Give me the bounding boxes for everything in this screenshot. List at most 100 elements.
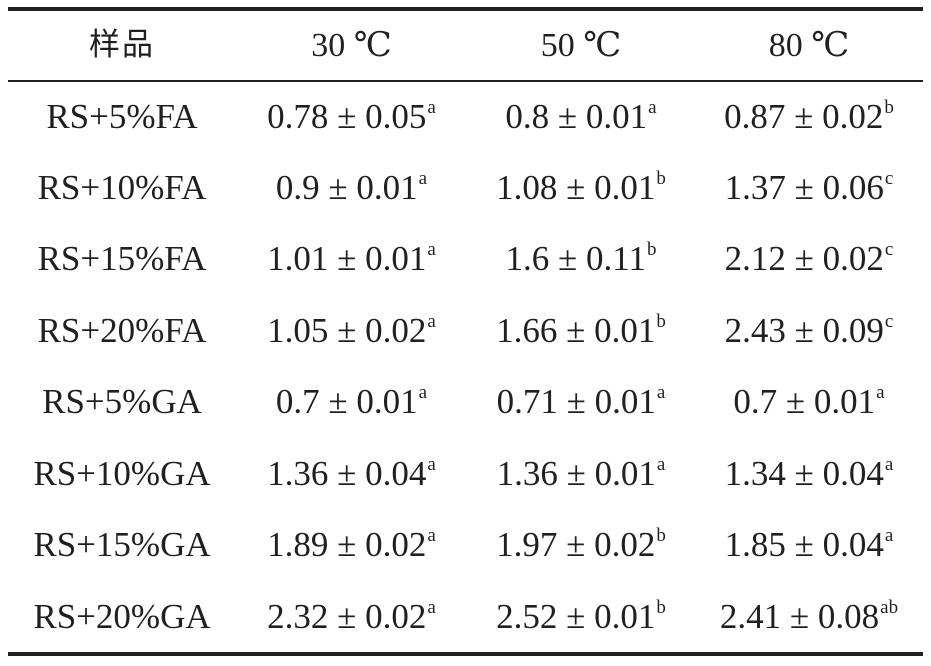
mean-sd-value: 1.08 ± 0.01 [496, 167, 656, 207]
mean-sd-value: 2.52 ± 0.01 [496, 596, 656, 636]
mean-sd-value: 1.36 ± 0.01 [496, 453, 656, 493]
sample-name-cell: RS+5%FA [46, 97, 198, 137]
value-cell-80c: 0.87 ± 0.02b [695, 80, 923, 152]
sample-name-cell: RS+20%GA [33, 596, 211, 636]
mean-sd-value: 1.66 ± 0.01 [496, 310, 656, 350]
significance-letter: c [884, 167, 894, 189]
mean-sd-value: 1.36 ± 0.04 [267, 453, 427, 493]
significance-letter: a [427, 453, 436, 475]
table-row: RS+20%GA 2.32 ± 0.02a 2.52 ± 0.01b 2.41 ± 0… [8, 581, 923, 653]
sample-name-cell: RS+10%GA [33, 453, 211, 493]
significance-letter: ab [880, 596, 899, 618]
significance-letter: a [648, 97, 657, 119]
significance-letter: a [656, 382, 666, 404]
value-cell-30c: 1.36 ± 0.04a [236, 438, 467, 510]
value-cell-50c: 1.97 ± 0.02b [467, 509, 695, 581]
mean-sd-value: 0.9 ± 0.01 [275, 167, 418, 207]
value-cell-30c: 0.7 ± 0.01a [236, 366, 467, 438]
value-cell-80c: 2.41 ± 0.08ab [695, 581, 923, 653]
table-bottom-rule [8, 652, 923, 656]
sample-name-cell: RS+15%GA [33, 525, 211, 565]
significance-letter: c [884, 239, 894, 261]
significance-letter: a [427, 97, 436, 119]
mean-sd-value: 0.7 ± 0.01 [733, 382, 876, 422]
mean-sd-value: 1.6 ± 0.11 [505, 239, 646, 279]
table-row: RS+10%FA 0.9 ± 0.01a 1.08 ± 0.01b 1.37 ± 0.… [8, 152, 923, 224]
data-table: 样品 30 ℃ 50 ℃ 80 ℃ RS+5%FA 0.78 ± 0.05a 0.8… [8, 11, 923, 652]
table-row: RS+5%FA 0.78 ± 0.05a 0.8 ± 0.01a 0.87 ± 0.0… [8, 80, 923, 152]
significance-letter: a [418, 167, 428, 189]
table-header-rule [8, 80, 923, 82]
mean-sd-value: 1.37 ± 0.06 [724, 167, 884, 207]
mean-sd-value: 1.85 ± 0.04 [724, 525, 884, 565]
value-cell-30c: 0.78 ± 0.05a [236, 80, 467, 152]
significance-letter: a [876, 382, 885, 404]
significance-letter: a [427, 310, 436, 332]
value-cell-80c: 2.43 ± 0.09c [695, 295, 923, 367]
significance-letter: b [656, 525, 666, 547]
sample-name-cell: RS+15%FA [37, 239, 207, 279]
significance-letter: a [427, 525, 436, 547]
table-row: RS+15%FA 1.01 ± 0.01a 1.6 ± 0.11b 2.12 ± 0.… [8, 223, 923, 295]
mean-sd-value: 1.97 ± 0.02 [496, 525, 656, 565]
value-cell-80c: 2.12 ± 0.02c [695, 223, 923, 295]
significance-letter: a [884, 525, 894, 547]
sample-name-cell: RS+10%FA [37, 167, 207, 207]
mean-sd-value: 0.78 ± 0.05 [267, 97, 427, 137]
value-cell-50c: 0.8 ± 0.01a [467, 80, 695, 152]
sample-name-cell: RS+20%FA [37, 310, 207, 350]
significance-letter: a [427, 596, 436, 618]
table-body: RS+5%FA 0.78 ± 0.05a 0.8 ± 0.01a 0.87 ± 0.0… [8, 80, 923, 652]
value-cell-30c: 0.9 ± 0.01a [236, 152, 467, 224]
mean-sd-value: 0.7 ± 0.01 [275, 382, 418, 422]
significance-letter: b [656, 310, 666, 332]
sample-name-cell: RS+5%GA [42, 382, 202, 422]
value-cell-50c: 0.71 ± 0.01a [467, 366, 695, 438]
significance-letter: a [656, 453, 666, 475]
mean-sd-value: 2.41 ± 0.08 [719, 596, 880, 636]
table-row: RS+15%GA 1.89 ± 0.02a 1.97 ± 0.02b 1.85 ± 0… [8, 509, 923, 581]
mean-sd-value: 0.8 ± 0.01 [505, 97, 648, 137]
mean-sd-value: 2.32 ± 0.02 [267, 596, 427, 636]
mean-sd-value: 1.34 ± 0.04 [724, 453, 884, 493]
value-cell-80c: 0.7 ± 0.01a [695, 366, 923, 438]
table-header: 样品 30 ℃ 50 ℃ 80 ℃ [8, 11, 923, 80]
header-30c: 30 ℃ [311, 26, 392, 64]
table-top-rule [8, 7, 923, 11]
significance-letter: b [884, 97, 894, 119]
significance-letter: a [418, 382, 428, 404]
header-50c: 50 ℃ [540, 26, 622, 64]
significance-letter: b [656, 596, 666, 618]
mean-sd-value: 2.43 ± 0.09 [724, 310, 884, 350]
header-80c: 80 ℃ [768, 26, 850, 64]
mean-sd-value: 0.71 ± 0.01 [496, 382, 656, 422]
value-cell-30c: 1.01 ± 0.01a [236, 223, 467, 295]
value-cell-80c: 1.85 ± 0.04a [695, 509, 923, 581]
mean-sd-value: 1.89 ± 0.02 [267, 525, 427, 565]
value-cell-50c: 1.08 ± 0.01b [467, 152, 695, 224]
header-sample: 样品 [89, 27, 155, 63]
value-cell-50c: 1.66 ± 0.01b [467, 295, 695, 367]
table-row: RS+10%GA 1.36 ± 0.04a 1.36 ± 0.01a 1.34 ± 0… [8, 438, 923, 510]
table-row: RS+20%FA 1.05 ± 0.02a 1.66 ± 0.01b 2.43 ± 0… [8, 295, 923, 367]
significance-letter: b [656, 167, 666, 189]
value-cell-50c: 1.6 ± 0.11b [467, 223, 695, 295]
value-cell-30c: 2.32 ± 0.02a [236, 581, 467, 653]
significance-letter: a [427, 239, 436, 261]
significance-letter: a [884, 453, 894, 475]
significance-letter: c [884, 310, 894, 332]
value-cell-50c: 1.36 ± 0.01a [467, 438, 695, 510]
table-row: RS+5%GA 0.7 ± 0.01a 0.71 ± 0.01a 0.7 ± 0.01… [8, 366, 923, 438]
mean-sd-value: 0.87 ± 0.02 [724, 97, 884, 137]
significance-letter: b [646, 239, 657, 261]
value-cell-30c: 1.05 ± 0.02a [236, 295, 467, 367]
mean-sd-value: 2.12 ± 0.02 [724, 239, 884, 279]
value-cell-80c: 1.34 ± 0.04a [695, 438, 923, 510]
header-row: 样品 30 ℃ 50 ℃ 80 ℃ [8, 11, 923, 80]
value-cell-80c: 1.37 ± 0.06c [695, 152, 923, 224]
mean-sd-value: 1.05 ± 0.02 [267, 310, 427, 350]
mean-sd-value: 1.01 ± 0.01 [267, 239, 427, 279]
value-cell-30c: 1.89 ± 0.02a [236, 509, 467, 581]
value-cell-50c: 2.52 ± 0.01b [467, 581, 695, 653]
